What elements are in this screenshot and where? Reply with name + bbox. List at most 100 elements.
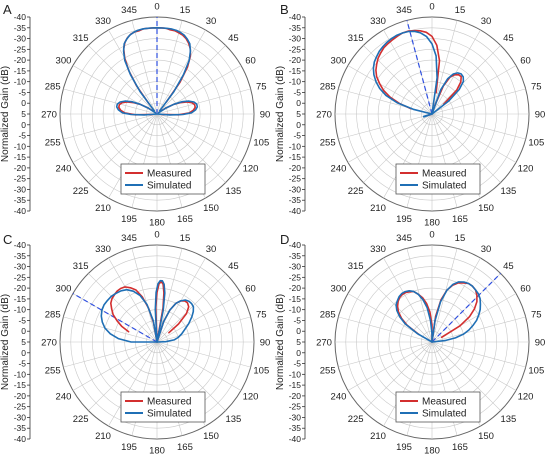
radial-tick-label: -25 bbox=[289, 402, 302, 412]
angle-tick-label: 210 bbox=[95, 203, 111, 214]
grid-spoke bbox=[383, 341, 433, 427]
radial-tick-label: -20 bbox=[14, 55, 27, 65]
angle-tick-label: 270 bbox=[316, 338, 332, 349]
radial-tick-label: -25 bbox=[14, 44, 27, 54]
grid-spoke bbox=[347, 65, 433, 115]
angle-tick-label: 195 bbox=[121, 442, 137, 453]
angle-tick-label: 300 bbox=[56, 284, 72, 295]
radial-tick-label: -10 bbox=[289, 305, 302, 315]
angle-tick-label: 120 bbox=[518, 164, 534, 175]
angle-tick-label: 120 bbox=[243, 164, 259, 175]
grid-spoke bbox=[431, 20, 458, 115]
angle-tick-label: 300 bbox=[331, 56, 347, 67]
radial-tick-label: -20 bbox=[14, 391, 27, 401]
angle-tick-label: 30 bbox=[206, 16, 217, 27]
grid-spoke bbox=[431, 65, 517, 115]
radial-tick-label: -20 bbox=[289, 55, 302, 65]
legend-box bbox=[395, 391, 481, 423]
legend-box bbox=[120, 163, 206, 195]
radial-tick-label: 5 bbox=[21, 337, 26, 347]
radial-tick-label: -10 bbox=[14, 369, 27, 379]
angle-tick-label: 150 bbox=[478, 203, 494, 214]
radial-tick-label: -35 bbox=[289, 251, 302, 261]
angle-tick-label: 15 bbox=[180, 5, 191, 16]
angle-tick-label: 0 bbox=[154, 2, 159, 13]
legend-box bbox=[395, 163, 481, 195]
grid-spoke bbox=[338, 316, 433, 343]
grid-spoke bbox=[156, 248, 183, 343]
grid-spoke bbox=[156, 113, 226, 183]
radial-tick-label: -35 bbox=[14, 23, 27, 33]
radial-tick-label: -30 bbox=[289, 412, 302, 422]
radial-tick-label: -40 bbox=[289, 206, 302, 216]
grid-spoke bbox=[431, 29, 481, 115]
grid-spoke bbox=[338, 113, 433, 140]
radial-tick-label: -25 bbox=[14, 174, 27, 184]
angle-tick-label: 120 bbox=[243, 392, 259, 403]
angle-tick-label: 180 bbox=[424, 446, 440, 455]
grid-spoke bbox=[383, 257, 433, 343]
grid-spoke bbox=[108, 341, 158, 427]
grid-spoke bbox=[338, 341, 433, 368]
angle-tick-label: 300 bbox=[331, 284, 347, 295]
radial-tick-label: -10 bbox=[289, 77, 302, 87]
angle-tick-label: 255 bbox=[45, 137, 61, 148]
grid-spoke bbox=[72, 341, 158, 391]
radial-tick-label: 0 bbox=[21, 326, 26, 336]
series-line-simulated bbox=[115, 100, 158, 116]
series-line-measured bbox=[396, 290, 433, 343]
radial-tick-label: -10 bbox=[289, 141, 302, 151]
angle-tick-label: 255 bbox=[320, 137, 336, 148]
grid-spoke bbox=[156, 273, 226, 343]
grid-spoke bbox=[431, 341, 517, 391]
beam-direction-line bbox=[406, 20, 433, 115]
radial-tick-label: -20 bbox=[289, 283, 302, 293]
legend-entry: Measured bbox=[422, 169, 466, 180]
angle-tick-label: 60 bbox=[245, 284, 256, 295]
angle-tick-label: 315 bbox=[348, 261, 364, 272]
angle-tick-label: 330 bbox=[370, 16, 386, 27]
angle-tick-label: 45 bbox=[228, 33, 239, 44]
series-line-simulated bbox=[156, 100, 199, 116]
radial-tick-label: -40 bbox=[289, 12, 302, 22]
angle-tick-label: 150 bbox=[203, 203, 219, 214]
panel-label: D bbox=[280, 232, 289, 247]
angle-tick-label: 225 bbox=[348, 186, 364, 197]
angle-tick-label: 240 bbox=[331, 164, 347, 175]
angle-tick-label: 330 bbox=[95, 244, 111, 255]
angle-tick-label: 270 bbox=[316, 110, 332, 121]
angle-tick-label: 60 bbox=[520, 56, 531, 67]
radial-tick-label: -15 bbox=[289, 152, 302, 162]
angle-tick-label: 195 bbox=[396, 214, 412, 225]
angle-tick-label: 225 bbox=[73, 414, 89, 425]
radial-tick-label: -5 bbox=[293, 359, 301, 369]
panel-label: A bbox=[3, 2, 12, 17]
angle-tick-label: 270 bbox=[41, 110, 57, 121]
angle-tick-label: 285 bbox=[45, 310, 61, 321]
radial-tick-label: -25 bbox=[289, 272, 302, 282]
grid-spoke bbox=[88, 273, 158, 343]
grid-spoke bbox=[363, 113, 433, 183]
angle-tick-label: 315 bbox=[73, 261, 89, 272]
radial-tick-label: -20 bbox=[14, 283, 27, 293]
grid-spoke bbox=[156, 341, 226, 411]
radial-tick-label: -25 bbox=[14, 272, 27, 282]
angle-tick-label: 210 bbox=[95, 431, 111, 442]
y-axis-label: Normalized Gain (dB) bbox=[275, 294, 286, 390]
panel-label: B bbox=[280, 2, 289, 17]
legend-entry: Measured bbox=[147, 169, 191, 180]
radial-tick-label: -30 bbox=[289, 184, 302, 194]
angle-tick-label: 270 bbox=[41, 338, 57, 349]
radial-tick-label: -35 bbox=[14, 195, 27, 205]
radial-tick-label: -35 bbox=[14, 251, 27, 261]
angle-tick-label: 165 bbox=[452, 214, 468, 225]
angle-tick-label: 135 bbox=[225, 414, 241, 425]
grid-spoke bbox=[63, 341, 158, 368]
angle-tick-label: 15 bbox=[180, 233, 191, 244]
angle-tick-label: 135 bbox=[225, 186, 241, 197]
angle-tick-label: 180 bbox=[149, 446, 165, 455]
legend-box bbox=[120, 391, 206, 423]
angle-tick-label: 15 bbox=[455, 5, 466, 16]
